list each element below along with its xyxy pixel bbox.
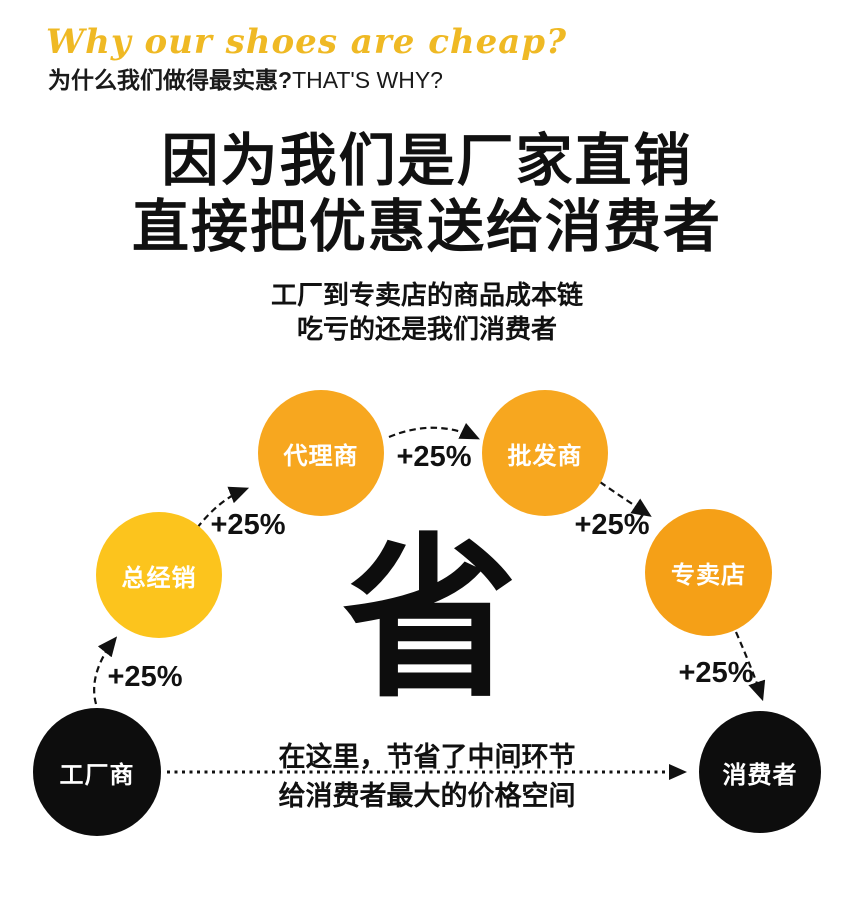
bottom-note-line2: 给消费者最大的价格空间	[278, 781, 576, 811]
arrow-agent-to-wholesaler	[388, 422, 480, 440]
node-consumer: 消费者	[699, 711, 821, 833]
markup-label-4: +25%	[574, 509, 650, 541]
tagline-english: THAT'S WHY?	[292, 67, 443, 93]
markup-label-5: +25%	[678, 657, 754, 689]
tagline: 为什么我们做得最实惠?THAT'S WHY?	[48, 61, 443, 95]
tagline-chinese: 为什么我们做得最实惠?	[48, 67, 293, 93]
node-agent: 代理商	[258, 390, 384, 516]
hero-title: 因为我们是厂家直销 直接把优惠送给消费者	[0, 128, 854, 260]
hero-title-line2: 直接把优惠送给消费者	[132, 195, 722, 259]
hero-subtitle: 工厂到专卖店的商品成本链 吃亏的还是我们消费者	[0, 278, 854, 346]
node-retail-store: 专卖店	[645, 509, 772, 636]
bottom-note-line1: 在这里，节省了中间环节	[278, 742, 576, 772]
script-headline: Why our shoes are cheap?	[46, 22, 567, 62]
node-factory: 工厂商	[33, 708, 161, 836]
hero-subtitle-line2: 吃亏的还是我们消费者	[296, 314, 557, 344]
hero-title-line1: 因为我们是厂家直销	[161, 129, 693, 193]
hero-subtitle-line1: 工厂到专卖店的商品成本链	[270, 280, 583, 310]
node-wholesaler: 批发商	[482, 390, 608, 516]
markup-label-3: +25%	[396, 441, 472, 473]
markup-label-2: +25%	[210, 509, 286, 541]
save-character: 省	[342, 523, 518, 718]
node-general-distributor: 总经销	[96, 512, 222, 638]
markup-label-1: +25%	[107, 661, 183, 693]
